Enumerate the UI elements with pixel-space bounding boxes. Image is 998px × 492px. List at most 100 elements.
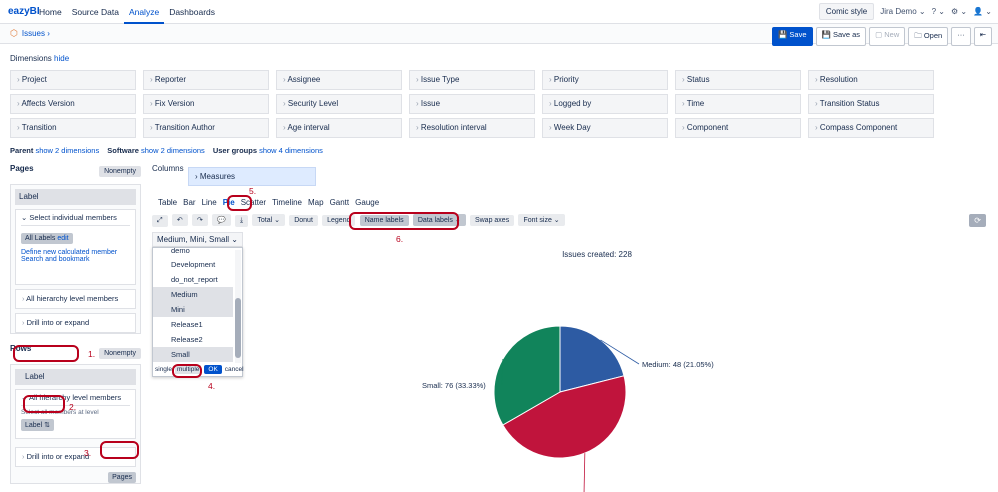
breadcrumb[interactable]: Issues › bbox=[21, 29, 50, 38]
download-icon[interactable]: ⤓ bbox=[235, 215, 249, 227]
dimension-affects-version[interactable]: Affects Version bbox=[10, 94, 136, 114]
chart-toolbar: ⤢ ↶ ↷ 💬 ⤓ Total ⌄ Donut Legend Name labe… bbox=[152, 214, 567, 227]
dimension-security-level[interactable]: Security Level bbox=[276, 94, 402, 114]
tab-map[interactable]: Map bbox=[308, 198, 324, 207]
rows-nonempty-button[interactable]: Nonempty bbox=[99, 348, 141, 359]
undo-icon[interactable]: ↶ bbox=[171, 214, 188, 226]
more-button[interactable]: ··· bbox=[951, 27, 971, 46]
member-option[interactable]: Small bbox=[153, 347, 233, 362]
refresh-icon[interactable]: ⟳ bbox=[969, 214, 986, 227]
show-dimensions-link[interactable]: show 2 dimensions bbox=[141, 146, 205, 155]
name-labels-button[interactable]: Name labels bbox=[359, 215, 409, 226]
member-option[interactable]: do_not_report bbox=[171, 275, 218, 284]
fullscreen-icon[interactable]: ⤢ bbox=[152, 215, 168, 227]
hide-dimensions-link[interactable]: hide bbox=[54, 54, 70, 63]
dimension-transition[interactable]: Transition bbox=[10, 118, 136, 138]
open-button[interactable]: 🗀 Open bbox=[908, 27, 949, 46]
save-button[interactable]: 💾 Save bbox=[771, 27, 813, 46]
collapse-icon[interactable]: ⇤ bbox=[973, 27, 992, 46]
tab-gauge[interactable]: Gauge bbox=[355, 198, 380, 207]
pages-all-hierarchy[interactable]: All hierarchy level members bbox=[15, 289, 136, 309]
nav-source-data[interactable]: Source Data bbox=[71, 6, 119, 17]
total-dropdown[interactable]: Total ⌄ bbox=[252, 214, 285, 226]
pages-box: Label ⌄ Select individual members All La… bbox=[10, 184, 141, 334]
dimension-issue[interactable]: Issue bbox=[409, 94, 535, 114]
dimension-compass-component[interactable]: Compass Component bbox=[808, 118, 934, 138]
pages-button[interactable]: Pages bbox=[108, 472, 136, 483]
user-icon[interactable]: 👤 ⌄ bbox=[973, 7, 992, 16]
show-dimensions-link[interactable]: show 4 dimensions bbox=[259, 146, 323, 155]
pie-slice-mini[interactable] bbox=[502, 375, 627, 459]
define-calculated-member-link[interactable]: Define new calculated member bbox=[21, 249, 118, 256]
pages-drill-expand[interactable]: Drill into or expand bbox=[15, 313, 136, 333]
single-option[interactable]: single bbox=[155, 366, 172, 373]
tab-bar[interactable]: Bar bbox=[183, 198, 196, 207]
dimension-issue-type[interactable]: Issue Type bbox=[409, 70, 535, 90]
scrollbar-thumb[interactable] bbox=[235, 298, 241, 358]
legend-button[interactable]: Legend bbox=[322, 215, 356, 226]
nav-dashboards[interactable]: Dashboards bbox=[169, 6, 216, 17]
tab-gantt[interactable]: Gantt bbox=[329, 198, 350, 207]
dimension-component[interactable]: Component bbox=[675, 118, 801, 138]
annotation-4: 4. bbox=[208, 381, 216, 391]
dimension-resolution[interactable]: Resolution bbox=[808, 70, 934, 90]
member-option[interactable]: demo bbox=[171, 248, 190, 255]
member-select[interactable]: Medium, Mini, Small ⌄ bbox=[152, 232, 243, 247]
search-bookmark-link[interactable]: Search and bookmark bbox=[21, 256, 90, 263]
all-labels-tag[interactable]: All Labels edit bbox=[21, 233, 73, 244]
measures-column[interactable]: › Measures bbox=[188, 167, 316, 186]
gear-icon[interactable]: ⚙ ⌄ bbox=[950, 7, 968, 16]
member-option[interactable]: Release2 bbox=[171, 335, 203, 344]
account-selector[interactable]: Jira Demo ⌄ bbox=[880, 7, 926, 16]
multiple-option[interactable]: multiple bbox=[174, 365, 202, 374]
dimension-transition-status[interactable]: Transition Status bbox=[808, 94, 934, 114]
comment-icon[interactable]: 💬 bbox=[212, 214, 231, 226]
show-dimensions-link[interactable]: show 2 dimensions bbox=[35, 146, 100, 155]
dimension-status[interactable]: Status bbox=[675, 70, 801, 90]
tab-scatter[interactable]: Scatter bbox=[240, 198, 267, 207]
dimension-week-day[interactable]: Week Day bbox=[542, 118, 668, 138]
swap-axes-button[interactable]: Swap axes bbox=[469, 215, 515, 226]
tab-line[interactable]: Line bbox=[201, 198, 217, 207]
redo-icon[interactable]: ↷ bbox=[191, 214, 208, 226]
member-option[interactable]: Mini bbox=[153, 302, 233, 317]
dimension-resolution-interval[interactable]: Resolution interval bbox=[409, 118, 535, 138]
label-level-tag[interactable]: Label ⇅ bbox=[21, 419, 54, 431]
annotation-3: 3. bbox=[84, 448, 92, 458]
font-size-dropdown[interactable]: Font size ⌄ bbox=[518, 214, 565, 226]
dimension-logged-by[interactable]: Logged by bbox=[542, 94, 668, 114]
donut-button[interactable]: Donut bbox=[289, 215, 318, 226]
member-option[interactable]: Release1 bbox=[171, 320, 203, 329]
dimension-project[interactable]: Project bbox=[10, 70, 136, 90]
member-option[interactable]: Development bbox=[171, 260, 216, 269]
eazybi-logo[interactable]: eazyBI bbox=[8, 6, 40, 17]
annotation-box-6 bbox=[349, 212, 459, 230]
member-option[interactable]: Medium bbox=[153, 287, 233, 302]
rows-label-header[interactable]: Label bbox=[15, 369, 136, 385]
dropdown-scrollbar[interactable] bbox=[235, 250, 241, 363]
nav-analyze[interactable]: Analyze bbox=[123, 0, 165, 24]
ok-button[interactable]: OK bbox=[204, 365, 222, 374]
pie-slice-medium[interactable] bbox=[559, 325, 625, 393]
save-as-button[interactable]: 💾 Save as bbox=[815, 27, 867, 46]
pages-nonempty-button[interactable]: Nonempty bbox=[99, 166, 141, 177]
rows-drill-expand[interactable]: Drill into or expand bbox=[15, 447, 136, 467]
comic-style-button[interactable]: Comic style bbox=[818, 3, 875, 20]
dimension-fix-version[interactable]: Fix Version bbox=[143, 94, 269, 114]
dimension-age-interval[interactable]: Age interval bbox=[276, 118, 402, 138]
dimension-priority[interactable]: Priority bbox=[542, 70, 668, 90]
new-button[interactable]: ▢ New bbox=[869, 27, 906, 46]
dimension-time[interactable]: Time bbox=[675, 94, 801, 114]
select-individual-members[interactable]: ⌄ Select individual members bbox=[21, 213, 130, 226]
dimension-assignee[interactable]: Assignee bbox=[276, 70, 402, 90]
nav-home[interactable]: Home bbox=[39, 6, 62, 17]
cancel-button[interactable]: cancel bbox=[224, 366, 244, 373]
annotation-2: 2. bbox=[69, 402, 77, 412]
help-icon[interactable]: ? ⌄ bbox=[931, 7, 945, 16]
dimensions-panel: Dimensions hide Project Reporter Assignee I… bbox=[10, 54, 990, 159]
tab-table[interactable]: Table bbox=[158, 198, 178, 207]
dimension-transition-author[interactable]: Transition Author bbox=[143, 118, 269, 138]
dimension-reporter[interactable]: Reporter bbox=[143, 70, 269, 90]
pages-label-header[interactable]: Label bbox=[15, 189, 136, 205]
tab-timeline[interactable]: Timeline bbox=[272, 198, 302, 207]
